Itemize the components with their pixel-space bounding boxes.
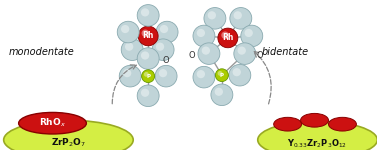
Circle shape [229,64,251,86]
Text: O: O [162,56,169,65]
Text: Y$_{0.33}$Zr$_2$P$_3$O$_{12}$: Y$_{0.33}$Zr$_2$P$_3$O$_{12}$ [288,138,348,150]
Circle shape [215,88,223,96]
Circle shape [208,11,216,19]
Circle shape [218,28,238,48]
Circle shape [121,39,143,60]
Circle shape [159,69,167,77]
Circle shape [152,39,174,60]
Circle shape [215,69,228,82]
Circle shape [234,11,242,19]
Text: Rh: Rh [143,31,154,40]
Circle shape [193,66,215,88]
Circle shape [193,25,215,47]
Text: monodentate: monodentate [9,47,74,57]
Circle shape [198,43,220,64]
Text: Rh: Rh [222,33,234,42]
Circle shape [211,84,233,106]
Circle shape [141,8,149,16]
Circle shape [142,29,149,37]
Circle shape [137,5,159,26]
Circle shape [160,25,168,33]
Circle shape [137,85,159,107]
Circle shape [144,72,149,77]
Circle shape [141,51,149,60]
Text: O: O [257,51,263,60]
Circle shape [156,21,178,43]
Circle shape [155,65,177,87]
Circle shape [234,43,256,64]
Circle shape [137,48,159,69]
Circle shape [125,43,133,51]
Circle shape [121,25,129,33]
Circle shape [202,47,210,55]
Circle shape [138,26,158,46]
Circle shape [230,8,252,29]
Circle shape [197,29,205,37]
Circle shape [241,25,263,47]
Ellipse shape [301,113,328,127]
Ellipse shape [328,117,356,131]
Text: P: P [146,74,150,79]
Text: ZrP$_2$O$_7$: ZrP$_2$O$_7$ [51,136,86,149]
Circle shape [123,69,131,77]
Circle shape [221,31,229,39]
Circle shape [204,8,226,29]
Ellipse shape [19,112,87,134]
Circle shape [117,21,139,43]
Circle shape [156,43,164,51]
Circle shape [142,70,155,83]
Text: bidentate: bidentate [262,47,309,57]
Circle shape [197,70,205,78]
Ellipse shape [4,120,133,152]
Circle shape [232,68,241,76]
Text: P: P [220,73,224,78]
Circle shape [237,47,246,55]
Text: O: O [188,51,195,60]
Circle shape [119,65,141,87]
Circle shape [218,71,223,76]
Ellipse shape [274,117,302,131]
Text: RhO$_x$: RhO$_x$ [39,117,66,130]
Circle shape [245,29,253,37]
Ellipse shape [258,121,377,152]
Circle shape [141,89,149,97]
